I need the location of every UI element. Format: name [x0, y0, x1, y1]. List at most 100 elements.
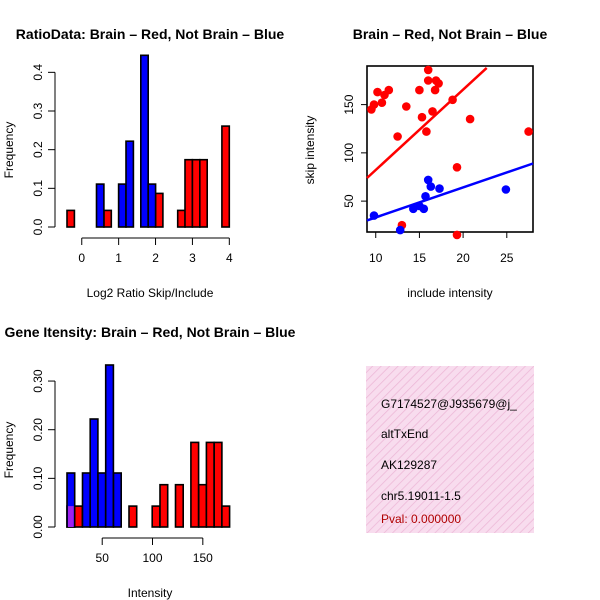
x-tick-label: 1: [115, 251, 122, 265]
ratio-histogram-panel: RatioData: Brain – Red, Not Brain – Blue…: [2, 26, 284, 300]
brain-point: [465, 114, 475, 124]
locus-text: chr5.19011-1.5: [381, 489, 461, 503]
brain-bar: [66, 209, 76, 228]
not-brain-bar: [140, 54, 150, 228]
x-tick-label: 10: [369, 251, 383, 265]
brain-bar: [184, 158, 194, 228]
scatter-xlabel: include intensity: [407, 286, 492, 300]
x-tick-label: 2: [152, 251, 159, 265]
brain-bar: [191, 158, 201, 228]
x-tick-label: 15: [413, 251, 427, 265]
ratio-histogram-axes: 0 1 2 3 4 0.0 0.1 0.2 0.3 0.4: [31, 64, 233, 265]
scatter-title: Brain – Red, Not Brain – Blue: [353, 26, 548, 42]
not-brain-bar: [112, 472, 122, 528]
scatter-axes: 10 15 20 25 50 100 150: [342, 94, 514, 265]
brain-bar: [221, 125, 231, 228]
not-brain-point: [419, 204, 429, 214]
scatter-panel: Brain – Red, Not Brain – Blue 10 15 20 25 50…: [303, 26, 547, 300]
brain-point: [415, 85, 424, 95]
intensity-histogram-panel: Gene Itensity: Brain – Red, Not Brain – …: [2, 324, 296, 600]
brain-bar: [128, 505, 138, 528]
brain-bar: [159, 483, 169, 528]
info-panel-background: [366, 366, 534, 533]
ratio-histogram-xlabel: Log2 Ratio Skip/Include: [87, 286, 214, 300]
intensity-histogram-axes: 50 100 150 0.00 0.10 0.20 0.30: [31, 369, 213, 565]
brain-bar: [199, 158, 209, 228]
y-tick-label: 150: [342, 94, 356, 114]
y-tick-label: 0.2: [31, 141, 45, 158]
y-tick-label: 0.30: [31, 369, 45, 393]
brain-point: [417, 112, 427, 122]
x-tick-label: 0: [78, 251, 85, 265]
not-brain-point: [426, 182, 436, 191]
brain-point: [434, 79, 443, 88]
brain-point: [428, 107, 437, 116]
not-brain-bar: [95, 183, 105, 228]
brain-fit-line: [366, 66, 488, 179]
not-brain-point: [421, 192, 430, 201]
not-brain-bar: [97, 472, 107, 528]
x-tick-label: 3: [189, 251, 196, 265]
brain-point: [430, 85, 440, 95]
brain-point: [369, 100, 379, 109]
event-id-text: G7174527@J935679@j_: [381, 397, 517, 411]
brain-bar: [221, 505, 231, 528]
not-brain-point: [435, 184, 444, 193]
intensity-histogram-ylabel: Frequency: [2, 422, 16, 479]
accession-text: AK129287: [381, 458, 437, 472]
y-tick-label: 50: [342, 194, 356, 208]
x-tick-label: 50: [96, 551, 110, 565]
brain-point: [402, 102, 411, 111]
brain-bar: [103, 209, 113, 228]
not-brain-point: [423, 175, 433, 185]
ratio-histogram-bars: [66, 54, 231, 228]
y-tick-label: 100: [342, 143, 356, 163]
brain-bar: [73, 505, 84, 528]
brain-bar: [154, 192, 164, 228]
x-tick-label: 25: [500, 251, 514, 265]
event-type-text: altTxEnd: [381, 427, 428, 441]
brain-point: [452, 230, 462, 240]
y-tick-label: 0.20: [31, 418, 45, 442]
y-tick-label: 0.1: [31, 180, 45, 197]
intensity-histogram-title: Gene Itensity: Brain – Red, Not Brain – …: [5, 324, 296, 340]
intensity-histogram-bars: [66, 364, 231, 528]
not-brain-bar: [81, 472, 91, 528]
not-brain-bar: [125, 140, 135, 228]
overlap-bar: [68, 506, 74, 527]
intensity-histogram-xlabel: Intensity: [128, 586, 173, 600]
brain-bar: [205, 441, 215, 528]
info-panel: G7174527@J935679@j_ altTxEnd AK129287 ch…: [366, 366, 534, 533]
brain-point: [448, 95, 457, 105]
not-brain-bar: [104, 364, 115, 528]
brain-bar: [151, 505, 161, 528]
pval-text: Pval: 0.000000: [381, 512, 461, 526]
not-brain-bar: [89, 418, 99, 528]
brain-bar: [197, 483, 208, 528]
y-tick-label: 0.4: [31, 64, 45, 81]
not-brain-point: [395, 225, 405, 235]
y-tick-label: 0.10: [31, 466, 45, 490]
brain-point: [423, 65, 433, 75]
brain-point: [393, 132, 402, 141]
brain-bar: [174, 483, 184, 528]
not-brain-point: [369, 211, 379, 220]
y-tick-label: 0.3: [31, 102, 45, 119]
scatter-marks: [366, 65, 534, 240]
not-brain-fit-line: [366, 162, 534, 222]
x-tick-label: 4: [226, 251, 233, 265]
brain-point: [377, 98, 387, 107]
not-brain-point: [501, 185, 511, 194]
not-brain-bar: [147, 183, 157, 228]
ratio-histogram-title: RatioData: Brain – Red, Not Brain – Blue: [16, 26, 285, 42]
y-tick-label: 0.0: [31, 218, 45, 235]
ratio-histogram-ylabel: Frequency: [2, 122, 16, 179]
x-tick-label: 100: [142, 551, 162, 565]
brain-point: [452, 163, 462, 172]
brain-point: [373, 87, 382, 97]
brain-bar: [190, 441, 200, 528]
not-brain-bar: [117, 183, 127, 228]
x-tick-label: 150: [193, 551, 213, 565]
brain-bar: [213, 441, 223, 528]
